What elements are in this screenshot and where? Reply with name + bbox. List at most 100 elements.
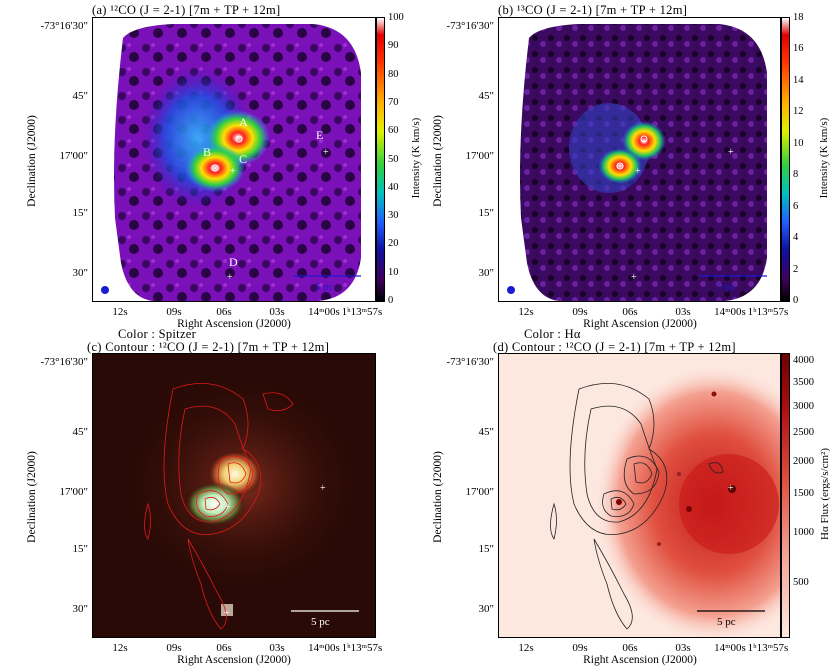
- beam-b: [507, 286, 515, 294]
- xlabel-a: Right Ascension (J2000): [177, 318, 291, 330]
- colorbar-d: [781, 353, 790, 638]
- xtick-a: 1ʰ13ᵐ57s: [341, 306, 383, 318]
- ytick-d: 30": [478, 603, 495, 615]
- xtick-c: 09s: [166, 642, 182, 654]
- colorbar-b-tick: 16: [793, 43, 804, 55]
- xtick-d: 03s: [675, 642, 691, 654]
- label-c: C: [239, 152, 247, 166]
- colorbar-a-tick: 30: [388, 210, 399, 222]
- xtick-a: 09s: [166, 306, 182, 318]
- ylabel-a: Declination (J2000): [26, 115, 38, 207]
- panel-d-map: + 5 pc: [498, 353, 781, 638]
- colorbar-b-tick: 8: [793, 169, 799, 181]
- xlabel-c: Right Ascension (J2000): [177, 654, 291, 666]
- colorbar-a-tick: 10: [388, 266, 399, 278]
- panel-c-title-line1: Color : Spitzer: [118, 327, 197, 341]
- ytick-c: 30": [72, 603, 89, 615]
- marker-d-b: +: [631, 272, 637, 283]
- ylabel-d: Declination (J2000): [432, 451, 444, 543]
- colorbar-d-tick: 2500: [793, 427, 814, 439]
- colorbar-a-tick: 20: [388, 238, 399, 250]
- ylabel-b: Declination (J2000): [432, 115, 444, 207]
- marker-c-b: +: [635, 166, 641, 177]
- panel-d-title-line1: Color : Hα: [524, 327, 581, 341]
- colorbar-a-tick: 100: [388, 12, 404, 23]
- colorbar-b-tick: 4: [793, 232, 799, 244]
- co12-intensity-map: A B C D E + + + 5 pc: [101, 24, 361, 301]
- colorbar-b-tick: 0: [793, 295, 799, 306]
- panel-c-title-line2: (c) Contour : ¹²CO (J = 2-1) [7m + TP + …: [87, 340, 330, 354]
- ytick-c: 15": [72, 543, 89, 555]
- halpha-image: + 5 pc: [499, 354, 780, 637]
- colorbar-a-tick: 90: [388, 40, 399, 52]
- xtick-d: 12s: [518, 642, 534, 654]
- ytick-d: 45": [478, 426, 495, 438]
- xtick-d: 1ʰ13ᵐ57s: [747, 642, 789, 654]
- ylabel-c: Declination (J2000): [26, 451, 38, 543]
- panel-a-title: (a) ¹²CO (J = 2-1) [7m + TP + 12m]: [92, 3, 281, 17]
- marker-e: +: [323, 147, 329, 158]
- ytick-a: 45": [72, 90, 89, 102]
- marker-d-c: +: [224, 608, 230, 619]
- xtick-d: 06s: [622, 642, 638, 654]
- colorbar-a-tick: 40: [388, 181, 399, 193]
- xtick-d: 09s: [572, 642, 588, 654]
- colorbar-a-label: Intensity (K km/s): [410, 117, 422, 199]
- colorbar-d-tick: 3000: [793, 401, 814, 413]
- label-a: A: [239, 115, 248, 129]
- colorbar-b-tick: 6: [793, 200, 799, 212]
- xtick-b: 1ʰ13ᵐ57s: [747, 306, 789, 318]
- xtick-a: 12s: [112, 306, 128, 318]
- co-contours: [144, 383, 294, 630]
- colorbar-d-tick: 1500: [793, 488, 814, 500]
- xtick-b: 03s: [675, 306, 691, 318]
- ytick-b: 15": [478, 207, 495, 219]
- panel-b-map: + + + 5 pc: [498, 17, 781, 302]
- co-contours-d: [550, 383, 724, 630]
- marker-e-b: +: [728, 147, 734, 158]
- scalebar-b-label: 5 pc: [717, 281, 736, 293]
- colorbar-a-tick: 70: [388, 96, 399, 108]
- colorbar-d-label: Hα Flux (ergs/s/cm²): [819, 448, 830, 540]
- scalebar-c-label: 5 pc: [311, 616, 330, 628]
- panel-b-title: (b) ¹³CO (J = 2-1) [7m + TP + 12m]: [498, 3, 688, 17]
- xtick-c: 03s: [269, 642, 285, 654]
- xtick-b: 14ᵐ00s: [714, 306, 746, 318]
- xtick-b: 12s: [518, 306, 534, 318]
- panel-c-map: + + + 5 pc: [92, 353, 376, 638]
- scalebar-d-label: 5 pc: [717, 616, 736, 628]
- colorbar-d-tick: 500: [793, 577, 809, 589]
- marker-c-c: +: [225, 502, 231, 513]
- ytick-a: 30": [72, 267, 89, 279]
- xtick-a: 14ᵐ00s: [308, 306, 340, 318]
- panel-a-map: A B C D E + + + 5 pc: [92, 17, 376, 302]
- ytick-b: 17'00": [465, 150, 494, 162]
- ytick-b: 45": [478, 90, 495, 102]
- ytick-d: 15": [478, 543, 495, 555]
- xtick-c: 14ᵐ00s: [308, 642, 340, 654]
- colorbar-b: [781, 17, 790, 302]
- ytick-b: -73°16'30": [446, 20, 494, 32]
- colorbar-d-tick: 4000: [793, 355, 814, 366]
- ytick-a: -73°16'30": [40, 20, 88, 32]
- panel-d-title-line2: (d) Contour : ¹²CO (J = 2-1) [7m + TP + …: [493, 340, 736, 354]
- marker-e-d: +: [728, 483, 734, 494]
- co13-intensity-map: + + + 5 pc: [507, 24, 767, 301]
- colorbar-b-label: Intensity (K km/s): [818, 117, 830, 199]
- marker-d: +: [227, 272, 233, 283]
- label-b: B: [203, 145, 211, 159]
- colorbar-a-tick: 50: [388, 153, 399, 165]
- xtick-d: 14ᵐ00s: [714, 642, 746, 654]
- xlabel-d: Right Ascension (J2000): [583, 654, 697, 666]
- colorbar-b-tick: 10: [793, 137, 804, 149]
- colorbar-a-tick: 80: [388, 68, 399, 80]
- colorbar-d-tick: 3500: [793, 377, 814, 389]
- xtick-a: 06s: [216, 306, 232, 318]
- ytick-c: -73°16'30": [40, 356, 88, 368]
- colorbar-d-tick: 2000: [793, 455, 814, 467]
- beam-a: [101, 286, 109, 294]
- label-e: E: [316, 128, 323, 142]
- xtick-b: 06s: [622, 306, 638, 318]
- colorbar-a-tick: 60: [388, 125, 399, 137]
- colorbar-d-tick: 1000: [793, 526, 814, 538]
